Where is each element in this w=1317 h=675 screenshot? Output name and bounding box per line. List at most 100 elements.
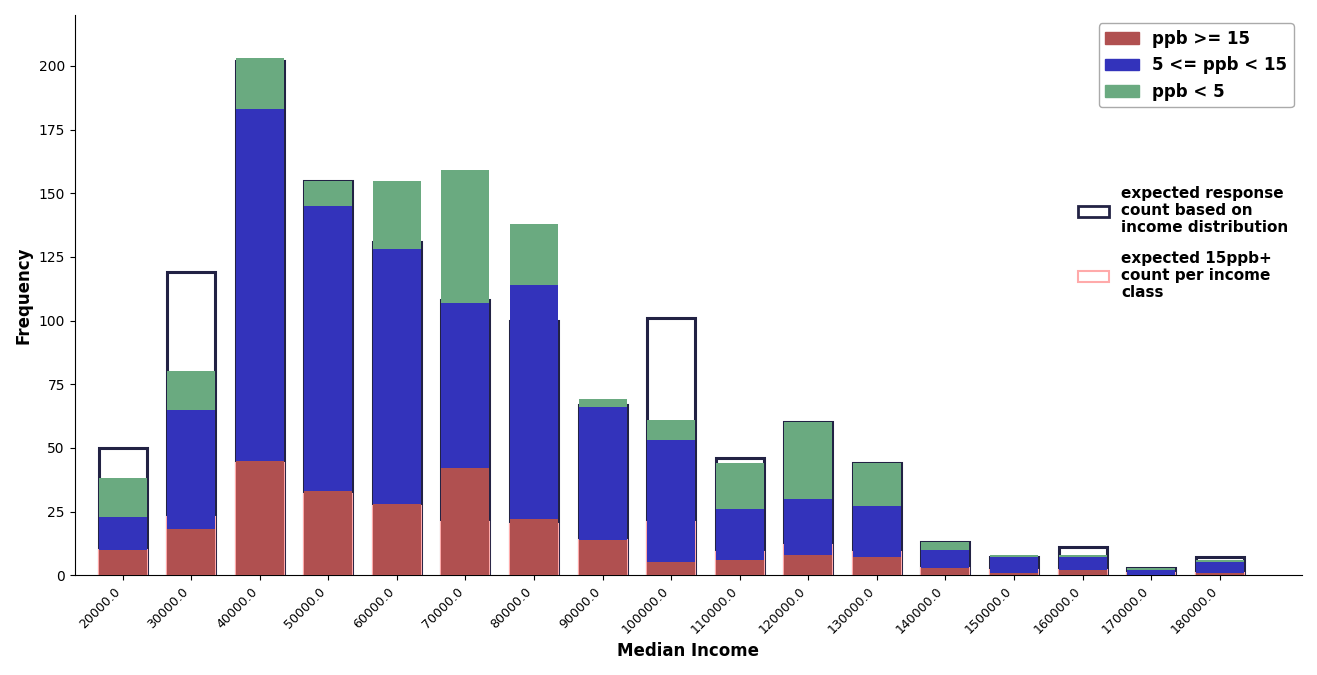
Bar	[441, 468, 490, 575]
Bar	[715, 509, 764, 560]
Legend: expected response
count based on
income distribution, expected 15ppb+
count per : expected response count based on income …	[1072, 180, 1295, 306]
Bar	[853, 463, 901, 506]
Bar	[304, 180, 353, 575]
Bar	[990, 570, 1038, 575]
Bar	[922, 549, 969, 568]
Bar	[167, 529, 215, 575]
Bar	[785, 499, 832, 555]
Bar	[1127, 570, 1175, 575]
Bar	[647, 420, 695, 440]
Bar	[373, 180, 421, 249]
Bar	[785, 499, 832, 555]
Bar	[853, 463, 901, 575]
Bar	[922, 542, 969, 549]
Bar	[1127, 568, 1175, 575]
Bar	[236, 58, 283, 109]
Bar	[510, 285, 558, 519]
Bar	[510, 224, 558, 285]
Bar	[1059, 558, 1106, 570]
Bar	[715, 463, 764, 509]
Bar	[304, 180, 353, 206]
Bar	[1127, 570, 1175, 575]
Bar	[990, 558, 1038, 572]
Bar	[578, 400, 627, 407]
Bar	[441, 522, 490, 575]
Bar	[1059, 555, 1106, 558]
Bar	[922, 542, 969, 575]
Bar	[167, 371, 215, 410]
Bar	[990, 572, 1038, 575]
Bar	[167, 410, 215, 529]
Bar	[853, 558, 901, 575]
Bar	[715, 560, 764, 575]
Bar	[990, 555, 1038, 558]
Bar	[510, 519, 558, 575]
Bar	[1196, 558, 1243, 575]
Bar	[785, 545, 832, 575]
Bar	[715, 463, 764, 509]
Bar	[304, 206, 353, 491]
Bar	[236, 61, 283, 575]
Bar	[1196, 572, 1243, 575]
Bar	[373, 242, 421, 575]
Bar	[1196, 562, 1243, 572]
Y-axis label: Frequency: Frequency	[14, 246, 33, 344]
Bar	[304, 206, 353, 491]
Bar	[99, 479, 146, 516]
Bar	[236, 109, 283, 460]
Bar	[578, 404, 627, 575]
Bar	[441, 300, 490, 575]
Bar	[1196, 560, 1243, 562]
Bar	[441, 468, 490, 575]
Bar	[236, 109, 283, 460]
Bar	[304, 491, 353, 575]
Bar	[441, 302, 490, 468]
Bar	[236, 460, 283, 575]
Bar	[510, 519, 558, 575]
Bar	[922, 568, 969, 575]
Bar	[853, 558, 901, 575]
Bar	[373, 504, 421, 575]
Bar	[236, 463, 283, 575]
Bar	[647, 318, 695, 575]
Bar	[647, 562, 695, 575]
Bar	[785, 423, 832, 575]
Bar	[304, 493, 353, 575]
Bar	[373, 504, 421, 575]
Bar	[785, 555, 832, 575]
Bar	[1059, 570, 1106, 575]
Bar	[990, 555, 1038, 558]
Bar	[853, 506, 901, 558]
Bar	[853, 463, 901, 506]
Bar	[99, 516, 146, 549]
Bar	[99, 448, 146, 575]
Bar	[99, 549, 146, 575]
Bar	[1127, 568, 1175, 570]
Bar	[715, 560, 764, 575]
Bar	[1127, 568, 1175, 570]
Bar	[236, 460, 283, 575]
Bar	[785, 423, 832, 499]
Bar	[1059, 555, 1106, 558]
Bar	[647, 562, 695, 575]
Bar	[441, 302, 490, 468]
Bar	[1196, 560, 1243, 562]
Bar	[647, 440, 695, 562]
Bar	[922, 549, 969, 568]
Bar	[304, 180, 353, 206]
Bar	[785, 555, 832, 575]
Bar	[578, 400, 627, 407]
Bar	[647, 420, 695, 440]
X-axis label: Median Income: Median Income	[618, 642, 760, 660]
Bar	[167, 371, 215, 410]
Bar	[647, 522, 695, 575]
Bar	[1059, 570, 1106, 575]
Bar	[373, 506, 421, 575]
Bar	[578, 539, 627, 575]
Bar	[167, 516, 215, 575]
Bar	[853, 552, 901, 575]
Bar	[785, 423, 832, 499]
Bar	[1059, 547, 1106, 575]
Bar	[1196, 572, 1243, 575]
Bar	[1127, 572, 1175, 575]
